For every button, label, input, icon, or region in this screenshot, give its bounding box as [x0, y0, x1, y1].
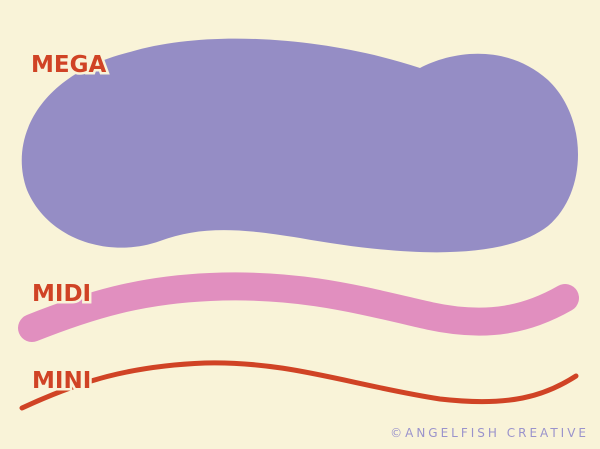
midi-label: MIDI: [32, 281, 91, 307]
mega-label: MEGA: [31, 52, 106, 78]
credit-text: ©ANGELFISH CREATIVE: [390, 426, 589, 440]
mega-blob-shape: [21, 38, 578, 253]
mini-label: MINI: [32, 368, 91, 394]
mini-stroke-shape: [19, 360, 579, 411]
midi-stroke-shape: [18, 272, 579, 342]
